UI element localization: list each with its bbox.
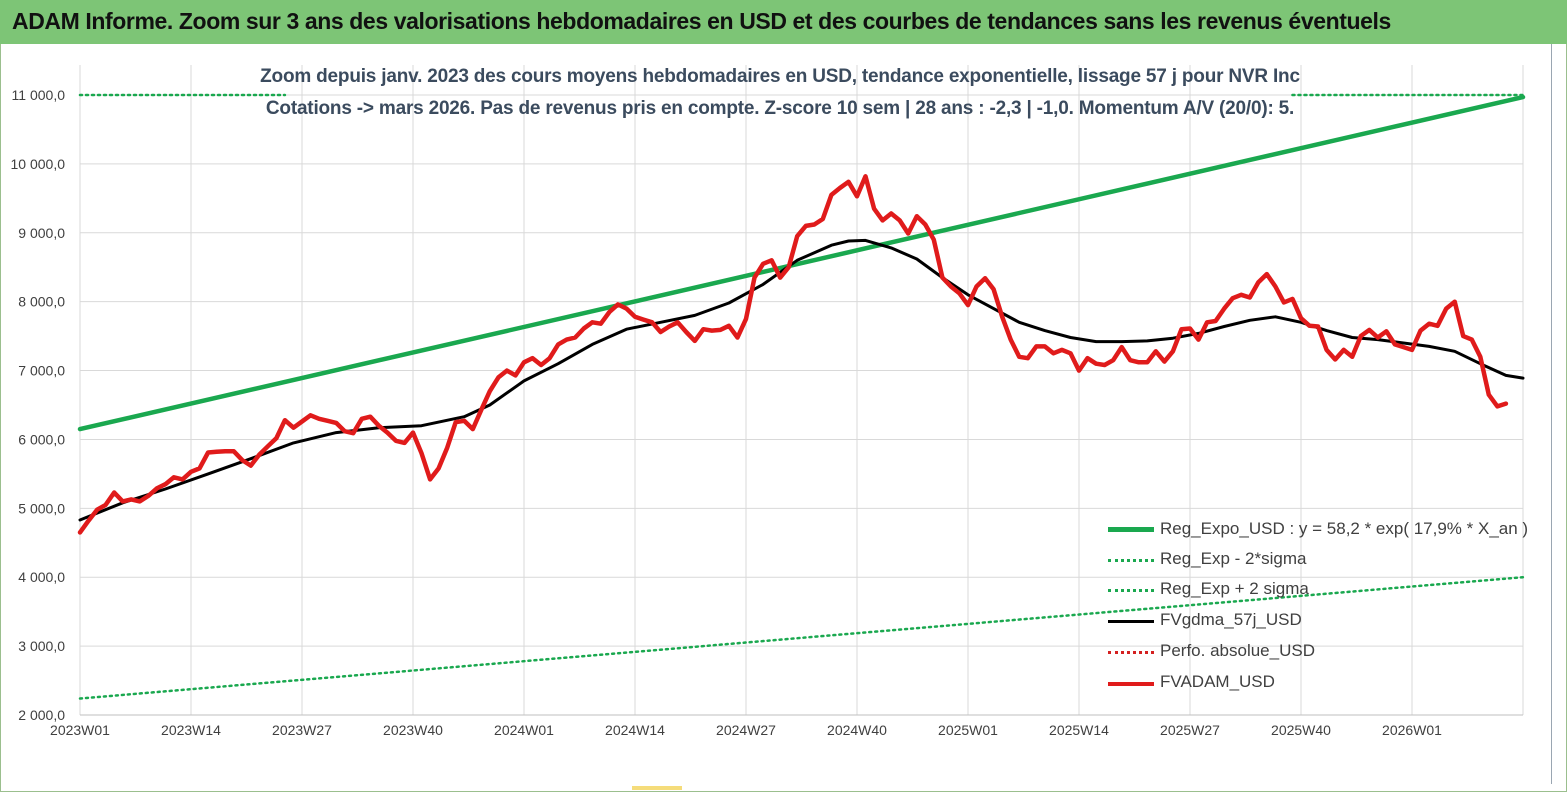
x-tick-label: 2026W01	[1382, 722, 1442, 738]
x-tick-label: 2023W14	[161, 722, 221, 738]
x-tick-label: 2023W40	[383, 722, 443, 738]
series-layer	[77, 93, 1526, 700]
title-bar: ADAM Informe. Zoom sur 3 ans des valoris…	[0, 0, 1567, 44]
legend-swatch-fvadam	[1108, 682, 1154, 686]
legend-item-perfo-absolue: Perfo. absolue_USD	[1108, 639, 1528, 665]
series-line-minus-2-sigma	[78, 575, 1525, 700]
legend-item-plus-2-sigma: Reg_Exp + 2 sigma	[1108, 577, 1528, 603]
legend-label-perfo-absolue: Perfo. absolue_USD	[1160, 641, 1315, 660]
legend-swatch-perfo-absolue	[1108, 651, 1154, 654]
legend-swatch-reg-expo	[1108, 527, 1154, 532]
y-tick-label: 10 000,0	[11, 156, 66, 172]
x-tick-label: 2025W40	[1271, 722, 1331, 738]
x-tick-label: 2024W27	[716, 722, 776, 738]
x-tick-label: 2024W14	[605, 722, 665, 738]
page-title: ADAM Informe. Zoom sur 3 ans des valoris…	[12, 8, 1391, 34]
series-line-fvgdma	[78, 238, 1525, 522]
chart-subtitle-line2: Cotations -> mars 2026. Pas de revenus p…	[265, 98, 1295, 119]
legend-item-minus-2-sigma: Reg_Exp - 2*sigma	[1108, 547, 1528, 573]
legend-item-fvadam: FVADAM_USD	[1108, 670, 1528, 696]
legend-label-minus-2-sigma: Reg_Exp - 2*sigma	[1160, 549, 1307, 568]
x-tick-label: 2025W27	[1160, 722, 1220, 738]
scrollbar-edge[interactable]	[1551, 44, 1562, 784]
series-line-reg-expo	[77, 94, 1526, 432]
x-tick-label: 2025W14	[1049, 722, 1109, 738]
x-tick-label: 2023W27	[272, 722, 332, 738]
series-line-fvadam	[77, 174, 1509, 535]
legend-swatch-minus-2-sigma	[1108, 559, 1154, 562]
y-tick-label: 7 000,0	[18, 363, 65, 379]
x-tick-label: 2024W01	[494, 722, 554, 738]
legend-label-reg-expo: Reg_Expo_USD : y = 58,2 * exp( 17,9% * X…	[1160, 519, 1529, 538]
y-tick-label: 4 000,0	[18, 569, 65, 585]
axis-layer: 2 000,0 3 000,0 4 000,0 5 000,0 6 000,0 7 000…	[11, 87, 1523, 738]
legend-item-fvgdma: FVgdma_57j_USD	[1108, 608, 1528, 634]
legend-swatch-fvgdma	[1108, 620, 1154, 623]
legend-label-plus-2-sigma: Reg_Exp + 2 sigma	[1160, 579, 1309, 598]
y-tick-label: 5 000,0	[18, 500, 65, 516]
y-tick-label: 8 000,0	[18, 294, 65, 310]
x-tick-label: 2025W01	[938, 722, 998, 738]
y-tick-label: 3 000,0	[18, 638, 65, 654]
y-tick-label: 9 000,0	[18, 225, 65, 241]
legend-label-fvgdma: FVgdma_57j_USD	[1160, 610, 1302, 629]
grid-layer	[79, 65, 1524, 716]
legend-item-reg-expo: Reg_Expo_USD : y = 58,2 * exp( 17,9% * X…	[1108, 517, 1528, 543]
legend-label-fvadam: FVADAM_USD	[1160, 672, 1275, 691]
y-tick-label: 6 000,0	[18, 431, 65, 447]
sheet-tab-marker	[632, 786, 682, 790]
x-tick-label: 2023W01	[50, 722, 110, 738]
x-tick-label: 2024W40	[827, 722, 887, 738]
chart-subtitle-line1: Zoom depuis janv. 2023 des cours moyens …	[260, 66, 1300, 87]
y-tick-label: 2 000,0	[18, 707, 65, 723]
y-tick-label: 11 000,0	[12, 87, 66, 103]
legend-swatch-plus-2-sigma	[1108, 589, 1154, 592]
